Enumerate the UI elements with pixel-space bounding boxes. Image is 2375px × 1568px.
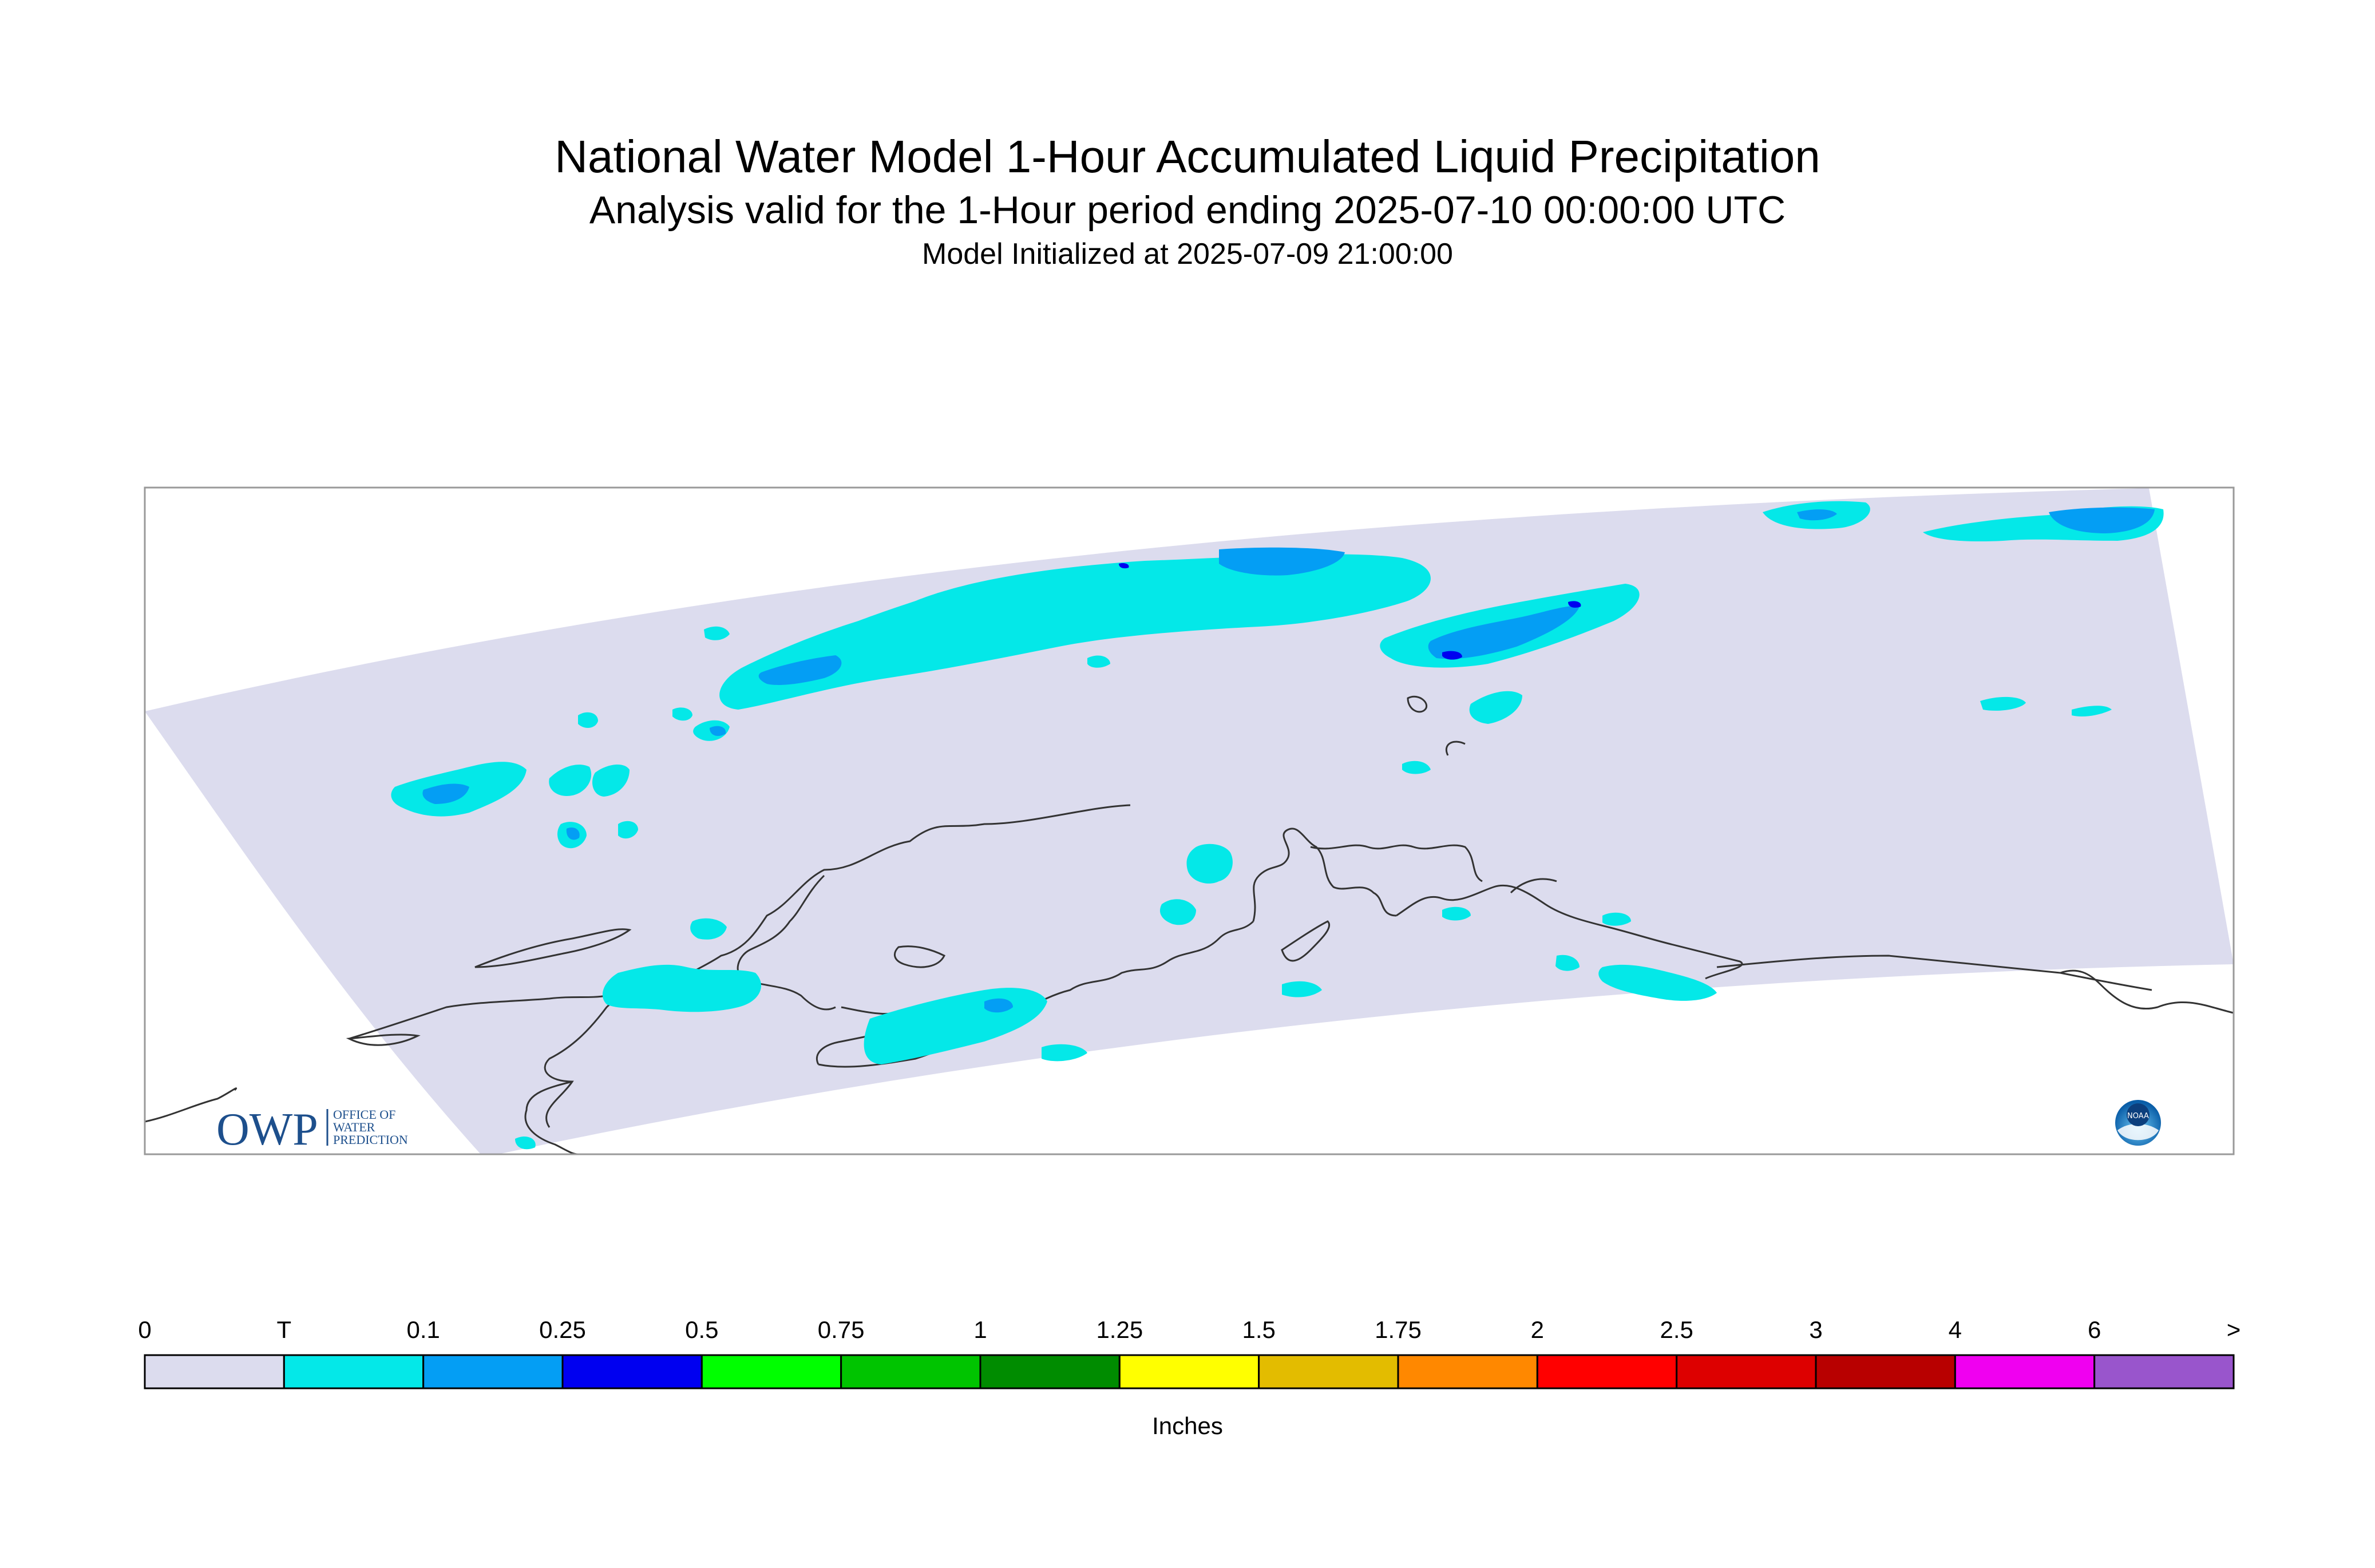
noaa-logo-text: NOAA (2127, 1112, 2149, 1120)
colorbar-swatch (1954, 1354, 2096, 1389)
island-kodiak (1281, 920, 1331, 962)
owp-logo-line-1: OFFICE OF (333, 1107, 395, 1122)
precip-cell (1402, 761, 1431, 774)
coastline-russia-2 (349, 995, 607, 1040)
precip-cell (1042, 1044, 1087, 1062)
island-cape-island (1407, 695, 1428, 713)
island-st-lawrence (474, 928, 632, 968)
island-nunivak (893, 945, 946, 968)
precip-cell (1602, 912, 1631, 926)
colorbar-swatch (1397, 1354, 1538, 1389)
precip-cell (1087, 655, 1110, 668)
colorbar-swatch (2093, 1354, 2235, 1389)
precip-cell (1219, 547, 1345, 576)
colorbar-swatch (1676, 1354, 1817, 1389)
precip-cell (549, 765, 592, 796)
precip-cell (592, 764, 630, 797)
coastline-northeast (2060, 969, 2234, 1014)
precip-moderate-areas (1119, 563, 1581, 660)
coastline-norton-sound (737, 874, 836, 1011)
map-subtitle: Analysis valid for the 1-Hour period end… (589, 188, 1786, 232)
coastline-se-arm (1510, 878, 1557, 894)
colorbar-swatch (979, 1354, 1121, 1389)
precip-cell (710, 726, 726, 737)
map-title: National Water Model 1-Hour Accumulated … (555, 131, 1820, 182)
owp-logo: OWP OFFICE OF WATER PREDICTION (216, 1104, 408, 1155)
colorbar-swatch (1815, 1354, 1956, 1389)
colorbar-swatch (1536, 1354, 1678, 1389)
precip-cell (2049, 507, 2155, 533)
noaa-logo: NOAA (2115, 1100, 2161, 1146)
precip-cell (1568, 601, 1581, 608)
owp-logo-line-2: WATER (333, 1120, 375, 1134)
precip-cell (1282, 981, 1322, 997)
colorbar (144, 1354, 2235, 1389)
coastline-mainland-west (544, 804, 1131, 1128)
precip-light-areas (422, 507, 2155, 1013)
precip-cell (2072, 706, 2112, 716)
precip-cell (618, 821, 638, 839)
coastline-gulf-of-alaska (1396, 884, 1743, 980)
precip-cell (704, 626, 730, 640)
owp-logo-line-3: PREDICTION (333, 1133, 408, 1147)
coastline-yk-delta (524, 1080, 579, 1154)
precip-cell (719, 554, 1431, 710)
coastline-arctic (1716, 955, 2152, 991)
coastline-kenai (1310, 844, 1483, 882)
colorbar-units: Inches (1152, 1412, 1223, 1439)
owp-logo-text: OWP (216, 1104, 318, 1155)
colorbar-swatch (1118, 1354, 1260, 1389)
coastline-delta-fragment (1445, 741, 1466, 756)
colorbar-swatch (561, 1354, 703, 1389)
precip-cell (984, 998, 1013, 1013)
coastline-russia-1 (145, 1087, 237, 1123)
precip-cell (515, 1136, 536, 1150)
colorbar-swatch (422, 1354, 564, 1389)
precip-cell (1555, 955, 1580, 971)
colorbar-swatch (840, 1354, 981, 1389)
coastline-peninsula (818, 920, 1254, 1068)
precip-cell (1442, 906, 1471, 921)
precip-cell (422, 783, 469, 804)
colorbar-swatch (283, 1354, 425, 1389)
precip-cell (1428, 606, 1580, 659)
precip-cell (758, 655, 842, 685)
precip-cell (1119, 563, 1129, 569)
precip-cell (1186, 844, 1233, 884)
precip-cell (566, 827, 580, 840)
precip-cell (1159, 899, 1196, 925)
model-init-line: Model Initialized at 2025-07-09 21:00:00 (922, 237, 1453, 271)
precip-cell (672, 707, 692, 721)
precip-cell (1980, 696, 2026, 711)
precip-cell (1598, 964, 1717, 1001)
colorbar-swatch (700, 1354, 842, 1389)
map-frame (144, 486, 2235, 1155)
precip-cell (602, 964, 761, 1012)
precip-cell (690, 918, 727, 940)
colorbar-swatch (1258, 1354, 1399, 1389)
colorbar-swatch (144, 1354, 285, 1389)
precip-cell (578, 712, 598, 728)
precip-cell (1469, 691, 1522, 724)
precip-cell (1797, 509, 1837, 521)
island-pribilof (346, 1034, 421, 1046)
precip-cell (1442, 651, 1462, 660)
coastline-cook-inlet (1252, 827, 1397, 922)
